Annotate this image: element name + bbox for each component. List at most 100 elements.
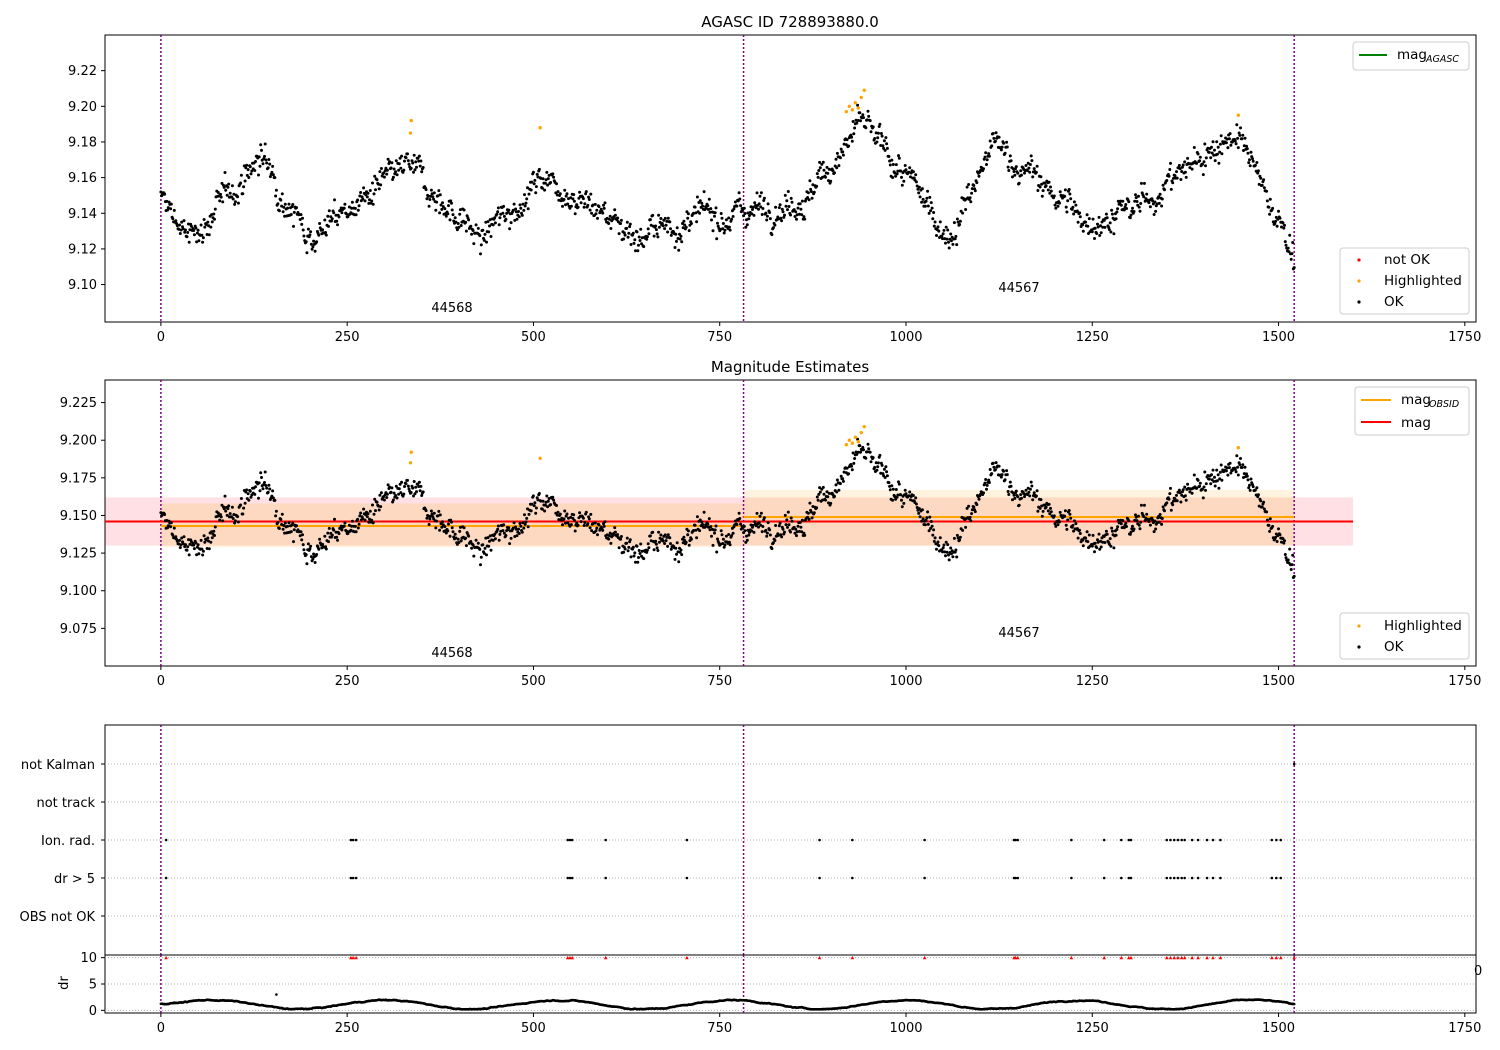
ok-point [566,202,570,206]
ok-point [212,212,216,216]
ok-point [301,533,304,537]
ok-point [891,176,895,179]
ok-point [759,511,763,515]
ok-point [425,197,429,201]
ok-point [588,208,592,212]
ok-point [841,477,845,481]
ok-point [1292,266,1296,270]
ok-point [1213,159,1217,163]
ok-point [639,542,643,546]
ok-point [689,537,693,541]
ok-point [701,523,705,526]
ok-point [885,146,889,150]
x-tick-label: 500 [521,330,546,345]
ok-point [1075,527,1079,531]
ok-point [635,544,639,548]
ok-point [793,531,797,535]
ok-point [987,154,991,158]
ok-point [1039,175,1043,179]
ok-point [213,217,216,221]
ok-point [1038,506,1042,510]
ok-point [419,159,423,163]
ok-point [196,228,200,232]
ok-point [518,522,522,525]
ok-point [874,131,878,135]
ok-point [1012,170,1016,173]
ok-point [947,246,951,250]
ok-point [983,155,987,159]
ok-point [591,522,595,526]
ok-point [456,222,460,225]
ok-point [855,452,859,456]
dr-tick-label: 10 [80,951,97,966]
ok-point [1099,545,1103,549]
ok-point [280,512,284,516]
ok-point [546,505,550,509]
ok-point [1027,490,1031,494]
ok-point [861,113,865,117]
ok-point [799,525,803,529]
y-tick-label: 9.150 [60,509,97,524]
ok-point [821,485,825,489]
flag-marker [1219,838,1222,842]
ok-point [493,537,497,541]
ok-point [1237,131,1241,135]
ok-point [899,169,903,173]
ok-point [686,529,690,533]
ok-point [900,183,904,187]
ok-point [260,476,263,479]
ok-point [282,524,286,527]
ok-point [762,199,766,202]
ok-point [1063,514,1067,518]
ok-point [412,170,415,174]
ok-point [865,118,869,122]
ok-point [985,158,989,162]
ok-point [181,227,185,231]
ok-point [807,517,811,521]
ok-point [1215,152,1219,156]
ok-point [1283,223,1286,227]
ok-point [932,528,936,532]
ok-point [797,212,801,216]
ok-point [485,240,488,244]
ok-point [590,529,594,533]
ok-point [1238,463,1242,467]
ok-point [666,544,670,548]
ok-point [195,231,199,235]
ok-point [891,163,895,166]
ok-point [1248,164,1252,168]
ok-point [655,232,659,236]
dr-gt-5-marker [1190,955,1194,960]
ok-point [1063,188,1067,192]
ok-point [413,492,417,496]
ok-point [1163,509,1166,513]
ok-point [511,526,515,530]
ok-point [274,188,278,192]
ok-point [412,494,415,498]
ok-point [707,517,711,521]
flag-marker [851,876,854,880]
ok-point [1277,209,1280,213]
ok-point [1072,529,1076,533]
dr-gt-5-marker [1119,955,1124,960]
ok-point [1180,165,1184,169]
ok-point [202,218,206,221]
ok-point [385,492,389,496]
ok-point [508,542,512,546]
ok-point [659,217,663,220]
ok-point [375,500,379,504]
ok-point [724,218,728,222]
ok-point [231,197,235,201]
ok-point [397,487,401,491]
ok-point [869,460,873,464]
ok-point [192,547,196,551]
ok-point [1041,189,1045,193]
ok-point [347,205,351,209]
ok-point [178,538,181,542]
ok-point [233,519,237,523]
ok-point [1103,225,1107,229]
ok-point [651,530,655,534]
ok-point [388,160,392,164]
ok-point [1196,478,1200,482]
ok-point [313,561,317,564]
